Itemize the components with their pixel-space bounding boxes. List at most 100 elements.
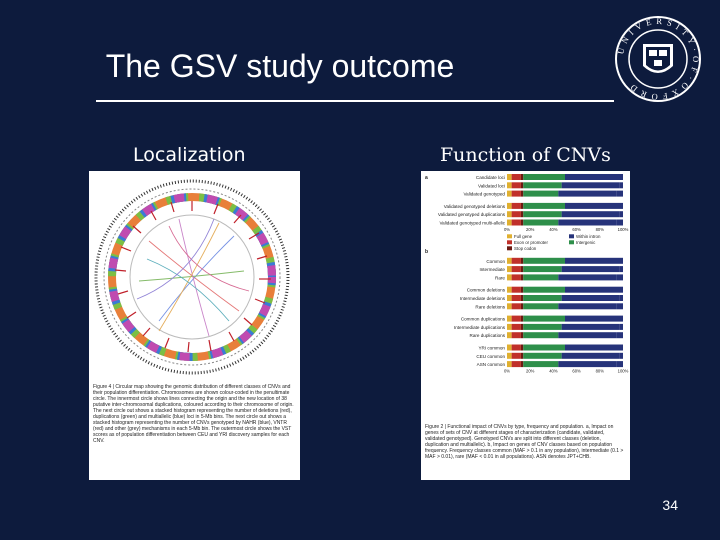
panel-a-bar-segment	[558, 190, 617, 197]
panel-b-bar-segment	[507, 295, 512, 301]
panel-b-row-label: Intermediate duplications	[454, 325, 506, 330]
panel-b-bar-segment	[507, 352, 512, 359]
panel-a-bar-segment	[523, 219, 559, 226]
panel-a-bar-segment	[511, 219, 521, 226]
legend-label: Full gene	[514, 234, 533, 239]
panel-a-bar-segment	[511, 202, 521, 209]
function-figure: a Candidate loci Validated loci Validated g…	[421, 171, 630, 480]
panel-b-bar-segment	[507, 332, 512, 339]
panel-b-bar-segment	[520, 361, 524, 368]
university-seal-icon: U N I V E R S I T Y · O F · O X F O R D	[615, 16, 701, 102]
panel-b-bar-segment	[507, 274, 512, 281]
panel-b-bar-segment	[507, 286, 512, 293]
panel-a-row-label: Validated genotyped multi-allelic	[439, 221, 505, 226]
panel-b-bar-segment	[520, 315, 524, 322]
panel-b-bar-segment	[619, 352, 623, 359]
panel-b-row-label: Intermediate	[479, 267, 505, 272]
circos-plot	[94, 179, 290, 375]
panel-b-bar-segment	[561, 266, 620, 273]
panel-b-bar-segment	[520, 303, 524, 310]
panel-b-row-label: Rare duplications	[470, 333, 506, 338]
panel-b-label: b	[425, 249, 428, 255]
panel-b-bar-segment	[511, 266, 521, 273]
legend-swatch	[569, 240, 574, 245]
panel-a-row-label: Validated genotyped duplications	[438, 212, 506, 217]
panel-b-bar-segment	[520, 295, 524, 301]
panel-b-bar-segment	[511, 315, 521, 322]
panel-a-bar-segment	[520, 182, 524, 189]
axis-tick-label: 60%	[572, 227, 581, 232]
panel-b-bar-segment	[619, 323, 623, 330]
panel-b-bar-segment	[511, 274, 521, 281]
panel-b-bar-segment	[520, 352, 524, 359]
panel-b-bar-segment	[520, 286, 524, 293]
panel-a-bar-segment	[619, 211, 623, 218]
axis-tick-label: 100%	[618, 368, 629, 373]
panel-a-bar-segment	[523, 190, 559, 197]
panel-a-bar-segment	[520, 202, 524, 209]
right-figure-caption: Figure 2 | Functional impact of CNVs by …	[425, 424, 624, 460]
panel-a-bar-segment	[520, 174, 524, 180]
axis-tick-label: 40%	[549, 227, 558, 232]
panel-b-bar-segment	[507, 344, 512, 351]
panel-b-bar-segment	[616, 332, 623, 339]
panel-b-row-label: Common deletions	[467, 288, 506, 293]
panel-a-row-label: Validated genotyped deletions	[444, 204, 506, 209]
panel-b-bar-segment	[511, 286, 521, 293]
panel-a-label: a	[425, 175, 428, 181]
panel-b-bar-segment	[523, 295, 562, 301]
legend-swatch	[507, 240, 512, 245]
panel-a-bar-segment	[520, 219, 524, 226]
panel-b-bar-segment	[507, 303, 512, 310]
panel-b-bar-segment	[616, 303, 623, 310]
panel-b-bar-segment	[507, 257, 512, 264]
panel-a-bar-segment	[511, 174, 521, 180]
panel-b-bar-segment	[520, 257, 524, 264]
panel-b-row-label: Common	[486, 259, 505, 264]
panel-b-bar-segment	[565, 286, 623, 293]
legend-label: Intergenic	[576, 240, 596, 245]
panel-b-bar-segment	[507, 266, 512, 273]
panel-b-bar-segment	[511, 303, 521, 310]
panel-b-bar-segment	[523, 315, 565, 322]
panel-b-bar-segment	[523, 323, 562, 330]
panel-b-bar-segment	[523, 303, 559, 310]
panel-a-bar-segment	[507, 219, 512, 226]
panel-a-bar-segment	[511, 182, 521, 189]
panel-b-bar-segment	[561, 323, 620, 330]
panel-b-row-label: Rare	[495, 275, 505, 280]
panel-b-bar-segment	[520, 332, 524, 339]
panel-b-bar-segment	[511, 295, 521, 301]
panel-a-row-label: Validated loci	[478, 183, 505, 188]
panel-a-bar-segment	[523, 182, 562, 189]
axis-tick-label: 80%	[596, 368, 605, 373]
panel-b-bar-segment	[558, 274, 617, 281]
function-heading: Function of CNVs	[440, 144, 611, 166]
panel-b-bar-segment	[523, 344, 565, 351]
panel-a-bar-segment	[507, 182, 512, 189]
panel-b-bar-segment	[558, 303, 617, 310]
panel-b-bar-segment	[565, 315, 623, 322]
title-divider	[96, 100, 614, 102]
panel-b-bar-segment	[523, 361, 559, 368]
panel-a-bar-segment	[520, 190, 524, 197]
panel-b-bar-segment	[511, 332, 521, 339]
panel-b-bar-segment	[523, 266, 562, 273]
panel-b-bar-segment	[561, 295, 620, 301]
panel-a-bar-segment	[561, 182, 620, 189]
panel-b-row-label: Rare deletions	[475, 304, 505, 309]
panel-a-bar-segment	[561, 211, 620, 218]
panel-b-bar-segment	[523, 332, 559, 339]
panel-a-bar-segment	[507, 202, 512, 209]
axis-tick-label: 0%	[504, 227, 510, 232]
panel-b-bar-segment	[523, 352, 562, 359]
panel-a-bar-segment	[523, 174, 565, 180]
panel-a-bar-segment	[511, 211, 521, 218]
panel-b-bar-segment	[565, 257, 623, 264]
panel-b-bar-segment	[558, 332, 617, 339]
legend-label: Exon or promoter	[514, 240, 548, 245]
panel-b-bar-segment	[507, 323, 512, 330]
panel-b-bar-segment	[561, 352, 620, 359]
function-bar-chart: a Candidate loci Validated loci Validated g…	[425, 174, 629, 373]
localization-heading: Localization	[133, 144, 246, 166]
